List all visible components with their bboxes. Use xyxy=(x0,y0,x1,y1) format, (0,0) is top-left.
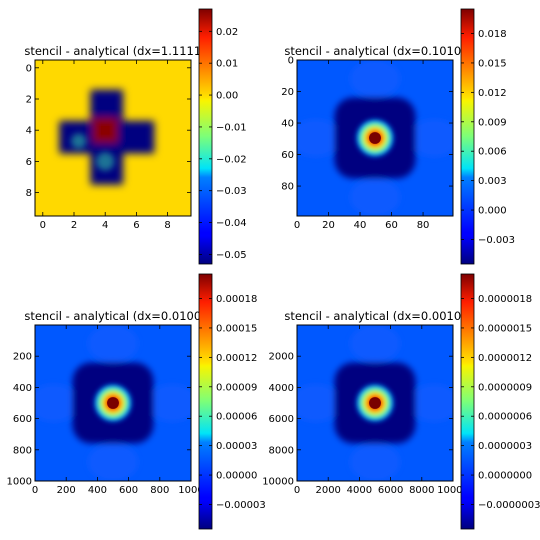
heatmap-image xyxy=(297,60,453,216)
y-tick-label: 600 xyxy=(13,414,32,425)
x-tick-label: 800 xyxy=(150,485,169,496)
colorbar-tick-label: 0.012 xyxy=(478,88,507,99)
hot-spot-core xyxy=(107,397,119,409)
x-tick-label: 60 xyxy=(385,220,398,231)
colorbar xyxy=(198,273,213,530)
colorbar-tick-label: −0.02 xyxy=(216,154,247,165)
colorbar xyxy=(460,8,475,265)
x-tick-label: 40 xyxy=(354,220,367,231)
y-tick-label: 400 xyxy=(13,383,32,394)
heatmap-image xyxy=(297,325,453,481)
x-tick-label: 8 xyxy=(164,220,170,231)
hot-spot-core xyxy=(369,397,381,409)
colorbar xyxy=(460,273,475,530)
panel-3: stencil - analytical (dx=0.0100) 0 200 400 6… xyxy=(7,273,266,530)
hot-spot-core xyxy=(369,132,381,144)
axes-frame xyxy=(34,324,192,482)
colorbar-tick-label: −0.003 xyxy=(478,235,515,246)
colorbar-tick-label: 0.0000012 xyxy=(478,353,532,364)
colorbar-tick-label: 0.00 xyxy=(216,91,238,102)
colorbar-tick-label: 0.0000003 xyxy=(478,441,532,452)
x-tick-label: 80 xyxy=(417,220,430,231)
panel-title: stencil - analytical (dx=0.0100) xyxy=(24,309,205,323)
y-tick-label: 4000 xyxy=(269,383,294,394)
y-tick-label: 200 xyxy=(13,352,32,363)
colorbar-tick-label: 0.0000015 xyxy=(478,323,532,334)
colorbar-tick-label: 0.0000006 xyxy=(478,412,532,423)
y-tick-label: 80 xyxy=(281,182,294,193)
panel-title: stencil - analytical (dx=0.0010) xyxy=(284,309,465,323)
colorbar-tick-label: 0.01 xyxy=(216,59,238,70)
colorbar-tick-label: 0.00000 xyxy=(216,471,257,482)
colorbar-tick-label: 0.000 xyxy=(478,206,507,217)
colorbar-tick-label: 0.02 xyxy=(216,27,238,38)
panel-2: stencil - analytical (dx=0.1010)0 20 40 60 8… xyxy=(281,8,515,265)
y-tick-label: 2000 xyxy=(269,352,294,363)
axes-frame xyxy=(296,324,454,482)
x-tick-label: 8000 xyxy=(409,485,434,496)
y-tick-label: 8 xyxy=(26,188,32,199)
colorbar-tick-label: −0.0000003 xyxy=(478,500,540,511)
colorbar-tick-label: 0.003 xyxy=(478,176,507,187)
x-tick-label: 10000 xyxy=(437,485,469,496)
panel-title: stencil - analytical (dx=0.1010) xyxy=(284,44,465,58)
colorbar-tick-label: −0.04 xyxy=(216,218,247,229)
y-tick-label: 800 xyxy=(13,445,32,456)
y-tick-label: 0 xyxy=(26,63,32,74)
axes-frame xyxy=(34,59,192,217)
axes-frame xyxy=(296,59,454,217)
colorbar-tick-label: 0.00003 xyxy=(216,441,257,452)
x-tick-label: 600 xyxy=(119,485,138,496)
colorbar-tick-label: 0.0000018 xyxy=(478,294,532,305)
colorbar-tick-label: 0.0000000 xyxy=(478,471,532,482)
colorbar-tick-label: −0.03 xyxy=(216,186,247,197)
y-tick-label: 6 xyxy=(26,157,32,168)
x-tick-label: 2 xyxy=(71,220,77,231)
heatmap-image xyxy=(35,60,191,216)
x-tick-label: 0 xyxy=(294,220,300,231)
colorbar-tick-label: 0.0000009 xyxy=(478,382,532,393)
y-tick-label: 60 xyxy=(281,150,294,161)
x-tick-label: 4 xyxy=(102,220,108,231)
colorbar-tick-label: −0.05 xyxy=(216,250,247,261)
colorbar-tick-label: 0.00015 xyxy=(216,323,257,334)
colorbar-tick-label: 0.018 xyxy=(478,29,507,40)
panel-4: stencil - analytical (dx=0.0010) 0 2000 400… xyxy=(262,273,540,530)
colorbar-tick-label: 0.00009 xyxy=(216,382,257,393)
x-tick-label: 400 xyxy=(88,485,107,496)
colorbar-tick-label: 0.00018 xyxy=(216,294,257,305)
x-tick-label: 2000 xyxy=(315,485,340,496)
colorbar-tick-label: 0.006 xyxy=(478,147,507,158)
x-tick-label: 6 xyxy=(133,220,139,231)
x-tick-label: 1000 xyxy=(178,485,203,496)
x-tick-label: 6000 xyxy=(378,485,403,496)
y-tick-label: 8000 xyxy=(269,445,294,456)
x-tick-label: 0 xyxy=(40,220,46,231)
y-tick-label: 40 xyxy=(281,119,294,130)
heatmap-image xyxy=(35,325,191,481)
y-tick-label: 2 xyxy=(26,95,32,106)
x-tick-label: 4000 xyxy=(347,485,372,496)
y-tick-label: 10000 xyxy=(262,477,294,488)
panel-1: stencil - analytical (dx=1.1111) 0 2 4 6 8 0 2 4… xyxy=(24,8,247,265)
y-tick-label: 20 xyxy=(281,87,294,98)
x-tick-label: 200 xyxy=(57,485,76,496)
panel-title: stencil - analytical (dx=1.1111) xyxy=(24,44,205,58)
colorbar xyxy=(198,8,213,265)
y-tick-label: 6000 xyxy=(269,414,294,425)
colorbar-tick-label: −0.00003 xyxy=(216,500,266,511)
colorbar-tick-label: −0.01 xyxy=(216,122,247,133)
y-tick-label: 4 xyxy=(26,126,32,137)
y-tick-label: 0 xyxy=(288,56,294,67)
colorbar-tick-label: 0.009 xyxy=(478,117,507,128)
y-tick-label: 1000 xyxy=(7,477,32,488)
x-tick-label: 20 xyxy=(322,220,335,231)
x-tick-label: 0 xyxy=(32,485,38,496)
x-tick-label: 0 xyxy=(294,485,300,496)
colorbar-tick-label: 0.015 xyxy=(478,58,507,69)
colorbar-tick-label: 0.00006 xyxy=(216,412,257,423)
colorbar-tick-label: 0.00012 xyxy=(216,353,257,364)
